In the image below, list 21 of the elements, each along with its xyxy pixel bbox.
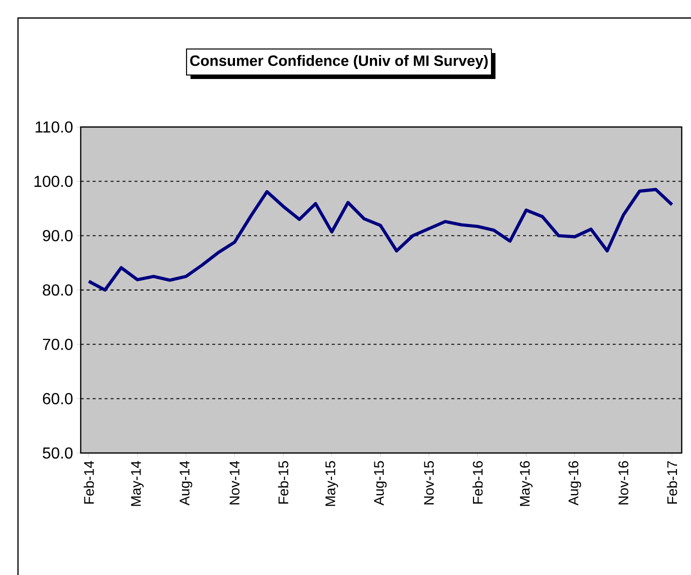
x-tick-label: Nov-14 (230, 460, 240, 504)
y-tick-label: 50.0 (42, 447, 73, 459)
y-tick-label: 60.0 (42, 393, 73, 404)
x-tick-label: May-14 (131, 460, 144, 506)
y-tick-label: 80.0 (42, 284, 73, 296)
y-tick-label: 70.0 (42, 338, 73, 350)
x-tick-label: May-16 (520, 461, 533, 506)
x-tick-label: Aug-14 (180, 460, 192, 506)
x-tick-label: Aug-16 (568, 461, 582, 506)
x-tick-label: Feb-14 (84, 460, 94, 504)
y-tick-label: 90.0 (42, 230, 73, 242)
x-tick-label: May-15 (326, 461, 338, 506)
chart-title: Consumer Confidence (Univ of MI Survey) (190, 55, 488, 69)
x-tick-label: Nov-16 (618, 461, 628, 504)
x-tick-label: Aug-15 (374, 461, 387, 506)
x-tick-label: Feb-17 (666, 461, 678, 504)
y-tick-label: 110.0 (36, 121, 73, 133)
x-tick-label: Nov-15 (424, 461, 434, 504)
x-tick-label: Feb-16 (472, 461, 483, 504)
y-tick-label: 100.0 (34, 176, 73, 187)
x-tick-label: Feb-15 (278, 461, 288, 504)
